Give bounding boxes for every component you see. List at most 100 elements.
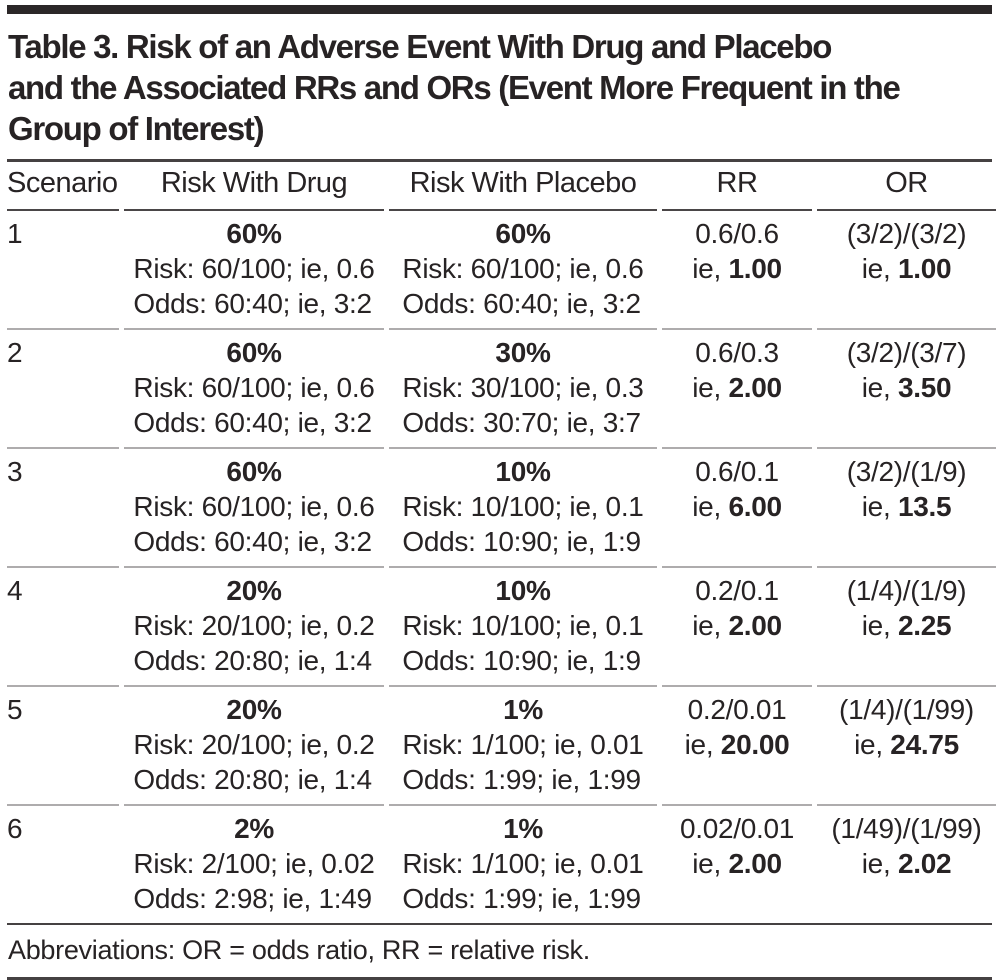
scenario-cell: 4 bbox=[7, 568, 119, 687]
column-header-risk-with-placebo: Risk With Placebo bbox=[389, 162, 657, 211]
or-calculation: (3/2)/(3/7) bbox=[846, 337, 967, 368]
drug-cell-block: 2% Risk: 2/100; ie, 0.02 Odds: 2:98; ie,… bbox=[133, 811, 374, 916]
placebo-cell-block: 30% Risk: 30/100; ie, 0.3 Odds: 30:70; i… bbox=[402, 335, 643, 440]
drug-cell-block: 60% Risk: 60/100; ie, 0.6 Odds: 60:40; i… bbox=[133, 454, 374, 559]
rr-value: 2.00 bbox=[728, 610, 782, 641]
table-title-line: Table 3. Risk of an Adverse Event With D… bbox=[8, 28, 832, 65]
or-cell: (3/2)/(3/2) ie, 1.00 bbox=[817, 211, 996, 330]
drug-risk-line: Risk: 60/100; ie, 0.6 bbox=[133, 253, 375, 284]
ie-label: ie, bbox=[861, 253, 891, 284]
ie-label: ie, bbox=[692, 848, 721, 879]
ie-label: ie, bbox=[692, 610, 721, 641]
header-row: Scenario Risk With Drug Risk With Placeb… bbox=[7, 162, 996, 211]
table-row: 4 20% Risk: 20/100; ie, 0.2 Odds: 20:80;… bbox=[7, 568, 996, 687]
placebo-percent: 10% bbox=[495, 575, 551, 606]
rr-value: 2.00 bbox=[728, 372, 782, 403]
drug-cell-block: 60% Risk: 60/100; ie, 0.6 Odds: 60:40; i… bbox=[133, 216, 374, 321]
top-rule-bar bbox=[7, 5, 992, 14]
or-calculation: (1/49)/(1/99) bbox=[831, 813, 982, 844]
table-title-line: Group of Interest) bbox=[8, 110, 265, 147]
rr-cell: 0.2/0.01 ie, 20.00 bbox=[662, 687, 812, 806]
drug-odds-line: Odds: 60:40; ie, 3:2 bbox=[133, 288, 372, 319]
placebo-percent: 10% bbox=[495, 456, 551, 487]
table-title: Table 3. Risk of an Adverse Event With D… bbox=[8, 26, 992, 149]
risk-with-placebo-cell: 10% Risk: 10/100; ie, 0.1 Odds: 10:90; i… bbox=[389, 449, 657, 568]
drug-cell-block: 20% Risk: 20/100; ie, 0.2 Odds: 20:80; i… bbox=[133, 692, 374, 797]
drug-odds-line: Odds: 60:40; ie, 3:2 bbox=[133, 526, 372, 557]
or-cell: (1/4)/(1/99) ie, 24.75 bbox=[817, 687, 996, 806]
scenario-cell: 2 bbox=[7, 330, 119, 449]
placebo-odds-line: Odds: 10:90; ie, 1:9 bbox=[402, 645, 641, 676]
or-value: 13.5 bbox=[897, 491, 952, 522]
placebo-risk-line: Risk: 60/100; ie, 0.6 bbox=[402, 253, 644, 284]
placebo-odds-line: Odds: 30:70; ie, 3:7 bbox=[402, 407, 641, 438]
rr-result: ie, 2.00 bbox=[662, 370, 812, 405]
rr-calculation: 0.02/0.01 bbox=[679, 813, 795, 844]
or-cell: (3/2)/(3/7) ie, 3.50 bbox=[817, 330, 996, 449]
ie-label: ie, bbox=[692, 253, 721, 284]
or-result: ie, 2.02 bbox=[817, 846, 996, 881]
or-calculation: (1/4)/(1/9) bbox=[846, 575, 967, 606]
drug-risk-line: Risk: 2/100; ie, 0.02 bbox=[133, 848, 375, 879]
risk-with-drug-cell: 60% Risk: 60/100; ie, 0.6 Odds: 60:40; i… bbox=[124, 330, 384, 449]
table-row: 2 60% Risk: 60/100; ie, 0.6 Odds: 60:40;… bbox=[7, 330, 996, 449]
ie-label: ie, bbox=[854, 729, 883, 760]
ie-label: ie, bbox=[692, 491, 721, 522]
rr-value: 20.00 bbox=[720, 729, 790, 760]
or-value: 2.25 bbox=[897, 610, 952, 641]
drug-percent: 20% bbox=[226, 575, 282, 606]
ie-label: ie, bbox=[861, 491, 891, 522]
scenario-cell: 3 bbox=[7, 449, 119, 568]
risk-with-placebo-cell: 60% Risk: 60/100; ie, 0.6 Odds: 60:40; i… bbox=[389, 211, 657, 330]
drug-risk-line: Risk: 20/100; ie, 0.2 bbox=[133, 610, 375, 641]
or-cell: (1/4)/(1/9) ie, 2.25 bbox=[817, 568, 996, 687]
ie-label: ie, bbox=[692, 372, 721, 403]
placebo-cell-block: 60% Risk: 60/100; ie, 0.6 Odds: 60:40; i… bbox=[402, 216, 643, 321]
or-result: ie, 2.25 bbox=[817, 608, 996, 643]
table-row: 6 2% Risk: 2/100; ie, 0.02 Odds: 2:98; i… bbox=[7, 806, 996, 923]
risk-with-placebo-cell: 1% Risk: 1/100; ie, 0.01 Odds: 1:99; ie,… bbox=[389, 687, 657, 806]
drug-percent: 60% bbox=[226, 456, 282, 487]
ie-label: ie, bbox=[684, 729, 714, 760]
placebo-risk-line: Risk: 1/100; ie, 0.01 bbox=[402, 729, 644, 760]
placebo-odds-line: Odds: 1:99; ie, 1:99 bbox=[402, 764, 641, 795]
column-header-rr: RR bbox=[662, 162, 812, 211]
placebo-risk-line: Risk: 10/100; ie, 0.1 bbox=[402, 491, 644, 522]
risk-with-drug-cell: 2% Risk: 2/100; ie, 0.02 Odds: 2:98; ie,… bbox=[124, 806, 384, 923]
risk-with-placebo-cell: 10% Risk: 10/100; ie, 0.1 Odds: 10:90; i… bbox=[389, 568, 657, 687]
or-calculation: (3/2)/(1/9) bbox=[846, 456, 967, 487]
placebo-cell-block: 10% Risk: 10/100; ie, 0.1 Odds: 10:90; i… bbox=[402, 573, 643, 678]
risk-with-drug-cell: 60% Risk: 60/100; ie, 0.6 Odds: 60:40; i… bbox=[124, 449, 384, 568]
drug-risk-line: Risk: 20/100; ie, 0.2 bbox=[133, 729, 375, 760]
table-row: 1 60% Risk: 60/100; ie, 0.6 Odds: 60:40;… bbox=[7, 211, 996, 330]
drug-percent: 20% bbox=[226, 694, 282, 725]
or-result: ie, 1.00 bbox=[817, 251, 996, 286]
placebo-cell-block: 10% Risk: 10/100; ie, 0.1 Odds: 10:90; i… bbox=[402, 454, 643, 559]
or-calculation: (1/4)/(1/99) bbox=[839, 694, 974, 725]
drug-percent: 60% bbox=[226, 218, 282, 249]
drug-odds-line: Odds: 20:80; ie, 1:4 bbox=[133, 764, 372, 795]
or-result: ie, 24.75 bbox=[817, 727, 996, 762]
rr-cell: 0.6/0.6 ie, 1.00 bbox=[662, 211, 812, 330]
placebo-risk-line: Risk: 30/100; ie, 0.3 bbox=[402, 372, 644, 403]
drug-risk-line: Risk: 60/100; ie, 0.6 bbox=[133, 491, 375, 522]
rr-result: ie, 20.00 bbox=[662, 727, 812, 762]
risk-table: Scenario Risk With Drug Risk With Placeb… bbox=[2, 162, 999, 923]
ie-label: ie, bbox=[861, 372, 891, 403]
or-result: ie, 13.5 bbox=[817, 489, 996, 524]
ie-label: ie, bbox=[861, 610, 891, 641]
rr-calculation: 0.6/0.3 bbox=[695, 337, 779, 368]
drug-odds-line: Odds: 60:40; ie, 3:2 bbox=[133, 407, 372, 438]
scenario-cell: 6 bbox=[7, 813, 23, 844]
scenario-cell: 1 bbox=[7, 211, 119, 330]
risk-with-drug-cell: 20% Risk: 20/100; ie, 0.2 Odds: 20:80; i… bbox=[124, 687, 384, 806]
rr-value: 6.00 bbox=[728, 491, 782, 522]
ie-label: ie, bbox=[861, 848, 891, 879]
rr-result: ie, 1.00 bbox=[662, 251, 812, 286]
or-value: 24.75 bbox=[890, 729, 959, 760]
placebo-odds-line: Odds: 60:40; ie, 3:2 bbox=[402, 288, 641, 319]
placebo-percent: 1% bbox=[503, 813, 543, 844]
column-header-or: OR bbox=[817, 162, 996, 211]
title-divider-rule bbox=[7, 159, 992, 162]
or-value: 2.02 bbox=[897, 848, 952, 879]
